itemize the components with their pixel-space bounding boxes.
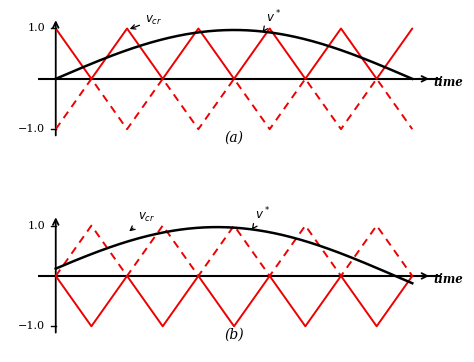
Text: −1.0: −1.0 xyxy=(18,124,45,134)
Text: $v^*$: $v^*$ xyxy=(263,9,281,31)
Text: 1.0: 1.0 xyxy=(27,24,45,33)
Text: time: time xyxy=(434,76,464,89)
Text: 1.0: 1.0 xyxy=(27,220,45,231)
Text: $v_{cr}$: $v_{cr}$ xyxy=(131,13,162,29)
Text: (b): (b) xyxy=(224,327,244,341)
Text: −1.0: −1.0 xyxy=(18,321,45,331)
Text: $v_{cr}$: $v_{cr}$ xyxy=(130,211,155,231)
Text: time: time xyxy=(434,273,464,286)
Text: (a): (a) xyxy=(225,130,244,144)
Text: $v^*$: $v^*$ xyxy=(253,206,271,228)
